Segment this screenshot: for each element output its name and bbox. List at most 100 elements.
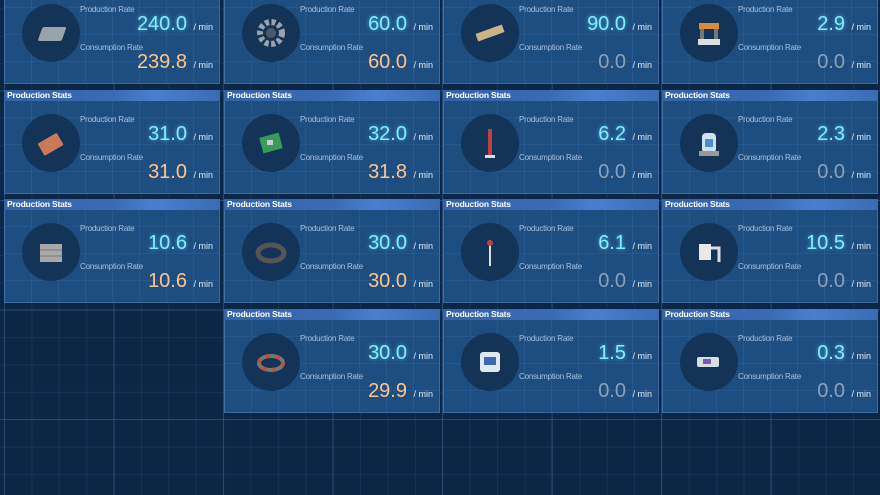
production-rate-unit: / min — [632, 132, 652, 142]
production-rate-value: 2.3 — [817, 123, 845, 145]
consumption-rate-value: 0.0 — [598, 270, 626, 292]
card-header: Production Stats — [662, 309, 878, 320]
production-stat-card[interactable]: Production Stats Production Rate 90.0 / … — [443, 0, 659, 84]
production-stat-card[interactable]: Production Stats Production Rate 30.0 / … — [224, 199, 440, 303]
production-stat-card[interactable]: Production Stats Production Rate 240.0 /… — [4, 0, 220, 84]
production-rate-label: Production Rate — [300, 224, 355, 233]
smelter-icon — [480, 352, 500, 372]
consumption-rate-label: Consumption Rate — [80, 262, 144, 271]
production-rate-value: 30.0 — [368, 232, 407, 254]
production-rate-label: Production Rate — [738, 224, 793, 233]
consumption-rate-unit: / min — [851, 389, 871, 399]
consumption-rate-unit: / min — [632, 170, 652, 180]
consumption-rate-label: Consumption Rate — [300, 262, 364, 271]
production-stat-card[interactable]: Production Stats Production Rate 10.6 / … — [4, 199, 220, 303]
production-stat-card[interactable]: Production Stats Production Rate 2.9 / m… — [662, 0, 878, 84]
item-icon-frame — [242, 223, 300, 281]
tesla-tower-icon — [485, 129, 495, 158]
production-rate-label: Production Rate — [80, 115, 135, 124]
production-rate-unit: / min — [413, 132, 433, 142]
production-rate-label: Production Rate — [519, 115, 574, 124]
production-rate-unit: / min — [851, 241, 871, 251]
production-rate-label: Production Rate — [738, 334, 793, 343]
magnetic-coil-bar-icon — [475, 24, 505, 42]
production-rate-unit: / min — [632, 351, 652, 361]
consumption-rate-value: 239.8 — [136, 51, 187, 73]
production-stat-card[interactable]: Production Stats Production Rate 1.5 / m… — [443, 309, 659, 413]
consumption-rate-unit: / min — [193, 279, 213, 289]
consumption-rate-value: 30.0 — [368, 270, 407, 292]
production-stat-card[interactable]: Production Stats Production Rate 31.0 / … — [4, 90, 220, 194]
consumption-rate-value: 31.0 — [148, 161, 187, 183]
wireless-power-tower-icon — [487, 240, 493, 266]
item-icon-frame — [680, 114, 738, 172]
card-header: Production Stats — [224, 309, 440, 320]
production-rate-unit: / min — [413, 351, 433, 361]
production-rate-unit: / min — [851, 351, 871, 361]
card-header: Production Stats — [443, 309, 659, 320]
consumption-rate-label: Consumption Rate — [80, 43, 144, 52]
production-rate-unit: / min — [632, 22, 652, 32]
consumption-rate-label: Consumption Rate — [519, 153, 583, 162]
circuit-board-icon — [259, 132, 283, 154]
item-icon-frame — [461, 333, 519, 391]
consumption-rate-value: 60.0 — [368, 51, 407, 73]
item-icon-frame — [680, 223, 738, 281]
item-icon-frame — [242, 4, 300, 62]
production-rate-label: Production Rate — [738, 5, 793, 14]
consumption-rate-unit: / min — [851, 170, 871, 180]
consumption-rate-unit: / min — [193, 170, 213, 180]
consumption-rate-unit: / min — [632, 279, 652, 289]
production-rate-value: 10.5 — [806, 232, 845, 254]
consumption-rate-label: Consumption Rate — [300, 43, 364, 52]
production-rate-label: Production Rate — [300, 5, 355, 14]
production-stat-card[interactable]: Production Stats Production Rate 6.1 / m… — [443, 199, 659, 303]
production-stat-card[interactable]: Production Stats Production Rate 60.0 / … — [224, 0, 440, 84]
magnetic-coil-icon — [257, 354, 285, 372]
card-header: Production Stats — [224, 199, 440, 210]
item-icon-frame — [22, 4, 80, 62]
consumption-rate-value: 0.0 — [817, 51, 845, 73]
item-icon-frame — [22, 114, 80, 172]
production-rate-value: 240.0 — [136, 13, 187, 35]
consumption-rate-value: 29.9 — [368, 380, 407, 402]
production-rate-value: 2.9 — [817, 13, 845, 35]
copper-ingot-icon — [37, 133, 64, 156]
consumption-rate-unit: / min — [851, 279, 871, 289]
production-rate-label: Production Rate — [80, 5, 135, 14]
production-rate-unit: / min — [193, 22, 213, 32]
production-rate-label: Production Rate — [80, 224, 135, 233]
production-stat-card[interactable]: Production Stats Production Rate 0.3 / m… — [662, 309, 878, 413]
magnet-ring-icon — [255, 242, 287, 264]
production-stat-card[interactable]: Production Stats Production Rate 30.0 / … — [224, 309, 440, 413]
item-icon-frame — [461, 4, 519, 62]
card-header: Production Stats — [443, 90, 659, 101]
production-rate-value: 10.6 — [148, 232, 187, 254]
production-stat-card[interactable]: Production Stats Production Rate 2.3 / m… — [662, 90, 878, 194]
production-stat-card[interactable]: Production Stats Production Rate 10.5 / … — [662, 199, 878, 303]
item-icon-frame — [461, 114, 519, 172]
production-stat-card[interactable]: Production Stats Production Rate 32.0 / … — [224, 90, 440, 194]
production-rate-label: Production Rate — [300, 334, 355, 343]
consumption-rate-unit: / min — [413, 279, 433, 289]
sorter-icon — [697, 357, 719, 367]
consumption-rate-label: Consumption Rate — [738, 372, 802, 381]
production-rate-value: 1.5 — [598, 342, 626, 364]
production-stat-card[interactable]: Production Stats Production Rate 6.2 / m… — [443, 90, 659, 194]
production-rate-value: 90.0 — [587, 13, 626, 35]
consumption-rate-label: Consumption Rate — [300, 372, 364, 381]
consumption-rate-unit: / min — [632, 389, 652, 399]
production-rate-unit: / min — [193, 241, 213, 251]
consumption-rate-label: Consumption Rate — [300, 153, 364, 162]
production-rate-unit: / min — [851, 132, 871, 142]
consumption-rate-unit: / min — [632, 60, 652, 70]
production-rate-label: Production Rate — [300, 115, 355, 124]
consumption-rate-label: Consumption Rate — [519, 262, 583, 271]
item-icon-frame — [242, 114, 300, 172]
card-header: Production Stats — [4, 199, 220, 210]
production-rate-unit: / min — [413, 241, 433, 251]
card-header: Production Stats — [224, 90, 440, 101]
production-rate-value: 31.0 — [148, 123, 187, 145]
consumption-rate-label: Consumption Rate — [519, 43, 583, 52]
production-rate-label: Production Rate — [519, 334, 574, 343]
